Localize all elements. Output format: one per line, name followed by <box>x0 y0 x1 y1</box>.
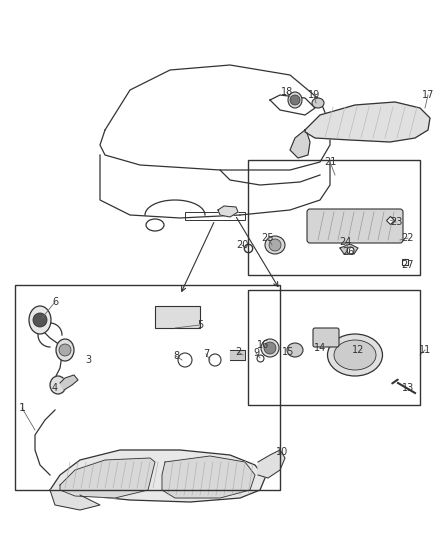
Ellipse shape <box>334 340 376 370</box>
Polygon shape <box>60 458 155 498</box>
Text: 22: 22 <box>402 233 414 243</box>
Text: 16: 16 <box>257 340 269 350</box>
Ellipse shape <box>312 98 324 108</box>
Text: 12: 12 <box>352 345 364 355</box>
Circle shape <box>178 353 192 367</box>
Bar <box>248 290 420 405</box>
Polygon shape <box>230 350 245 360</box>
Polygon shape <box>50 490 100 510</box>
Text: 24: 24 <box>339 237 351 247</box>
Text: 4: 4 <box>52 383 58 393</box>
Polygon shape <box>258 450 285 478</box>
Text: 19: 19 <box>308 90 320 100</box>
Text: 20: 20 <box>236 240 248 250</box>
Text: 25: 25 <box>262 233 274 243</box>
Ellipse shape <box>56 339 74 361</box>
Polygon shape <box>290 130 310 158</box>
Circle shape <box>33 313 47 327</box>
Polygon shape <box>218 206 238 217</box>
Polygon shape <box>60 375 78 390</box>
Text: 15: 15 <box>282 347 294 357</box>
FancyBboxPatch shape <box>307 209 403 243</box>
Text: 5: 5 <box>197 320 203 330</box>
Bar <box>248 160 420 275</box>
Ellipse shape <box>29 306 51 334</box>
Polygon shape <box>305 102 430 142</box>
Text: 27: 27 <box>401 260 413 270</box>
Text: 18: 18 <box>281 87 293 97</box>
Text: 3: 3 <box>85 355 91 365</box>
Text: 13: 13 <box>402 383 414 393</box>
Circle shape <box>209 354 221 366</box>
Bar <box>15 285 280 490</box>
Circle shape <box>264 342 276 354</box>
Text: 17: 17 <box>422 90 434 100</box>
Ellipse shape <box>287 343 303 357</box>
Text: 10: 10 <box>276 447 288 457</box>
Text: 11: 11 <box>419 345 431 355</box>
Ellipse shape <box>288 92 302 108</box>
Circle shape <box>269 239 281 251</box>
FancyBboxPatch shape <box>313 328 339 347</box>
Text: 2: 2 <box>235 347 241 357</box>
Polygon shape <box>340 244 358 254</box>
Polygon shape <box>50 450 265 502</box>
Ellipse shape <box>328 334 382 376</box>
Text: 9: 9 <box>253 348 259 358</box>
Ellipse shape <box>265 236 285 254</box>
Text: 1: 1 <box>18 403 25 413</box>
Bar <box>155 306 200 328</box>
Circle shape <box>290 95 300 105</box>
Text: 23: 23 <box>390 217 402 227</box>
Polygon shape <box>162 456 255 498</box>
Circle shape <box>59 344 71 356</box>
Text: 6: 6 <box>52 297 58 307</box>
Text: 14: 14 <box>314 343 326 353</box>
Ellipse shape <box>50 376 66 394</box>
Text: 21: 21 <box>324 157 336 167</box>
Ellipse shape <box>261 339 279 357</box>
Text: 8: 8 <box>173 351 179 361</box>
Text: 26: 26 <box>342 247 354 257</box>
Text: 7: 7 <box>203 349 209 359</box>
Bar <box>185 212 245 220</box>
